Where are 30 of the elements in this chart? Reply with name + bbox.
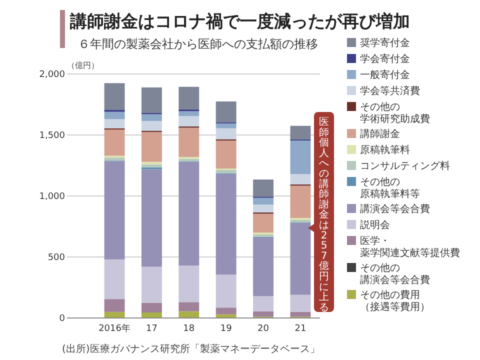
legend-label: 奨学寄付金 <box>360 37 410 49</box>
x-tick-label: 20 <box>258 324 270 334</box>
y-tick-label: 2,000 <box>39 70 66 80</box>
text: (出所)医療ガバナンス研究所「製薬マネーデータベース」 <box>62 343 320 355</box>
legend-label: 一般寄付金 <box>360 69 410 81</box>
y-axis-title: （億円） <box>67 61 99 70</box>
chart-subtitle: ６年間の製薬会社から医師への支払額の推移 <box>78 37 318 51</box>
legend-label: その他の講演会等会合費 <box>360 262 430 286</box>
x-tick-label: 2016年 <box>98 323 130 334</box>
legend-label: 学会寄付金 <box>360 53 410 65</box>
y-tick-label: 1,500 <box>39 131 66 141</box>
legend-label: 説明会 <box>360 219 390 231</box>
x-tick-label: 21 <box>294 324 306 334</box>
chart-title: 講師謝金はコロナ禍で一度減ったが再び増加 <box>69 11 410 32</box>
legend-label: コンサルティング料 <box>360 160 450 172</box>
x-tick-label: 17 <box>146 324 158 334</box>
y-tick-label: 1,000 <box>39 192 66 202</box>
x-tick-label: 19 <box>220 324 232 334</box>
legend-label: その他の学術研究助成費 <box>360 101 430 125</box>
legend-label: その他の費用（接遇等費用） <box>360 289 430 313</box>
text: 医師個人への講師謝金は257億円に上る <box>319 117 329 314</box>
legend-label: 医学・薬学関連文献等提供費 <box>360 235 460 259</box>
x-tick-label: 18 <box>183 324 195 334</box>
legend-label: 原稿執筆料 <box>360 144 410 156</box>
y-tick-label: 0 <box>59 314 66 324</box>
legend-label: その他の原稿執筆料等 <box>360 176 420 200</box>
legend-label: 講師謝金 <box>360 128 400 140</box>
y-tick-label: 500 <box>48 253 66 263</box>
legend-label: 講演会等会合費 <box>360 203 430 215</box>
legend-label: 学会等共済費 <box>360 85 420 97</box>
